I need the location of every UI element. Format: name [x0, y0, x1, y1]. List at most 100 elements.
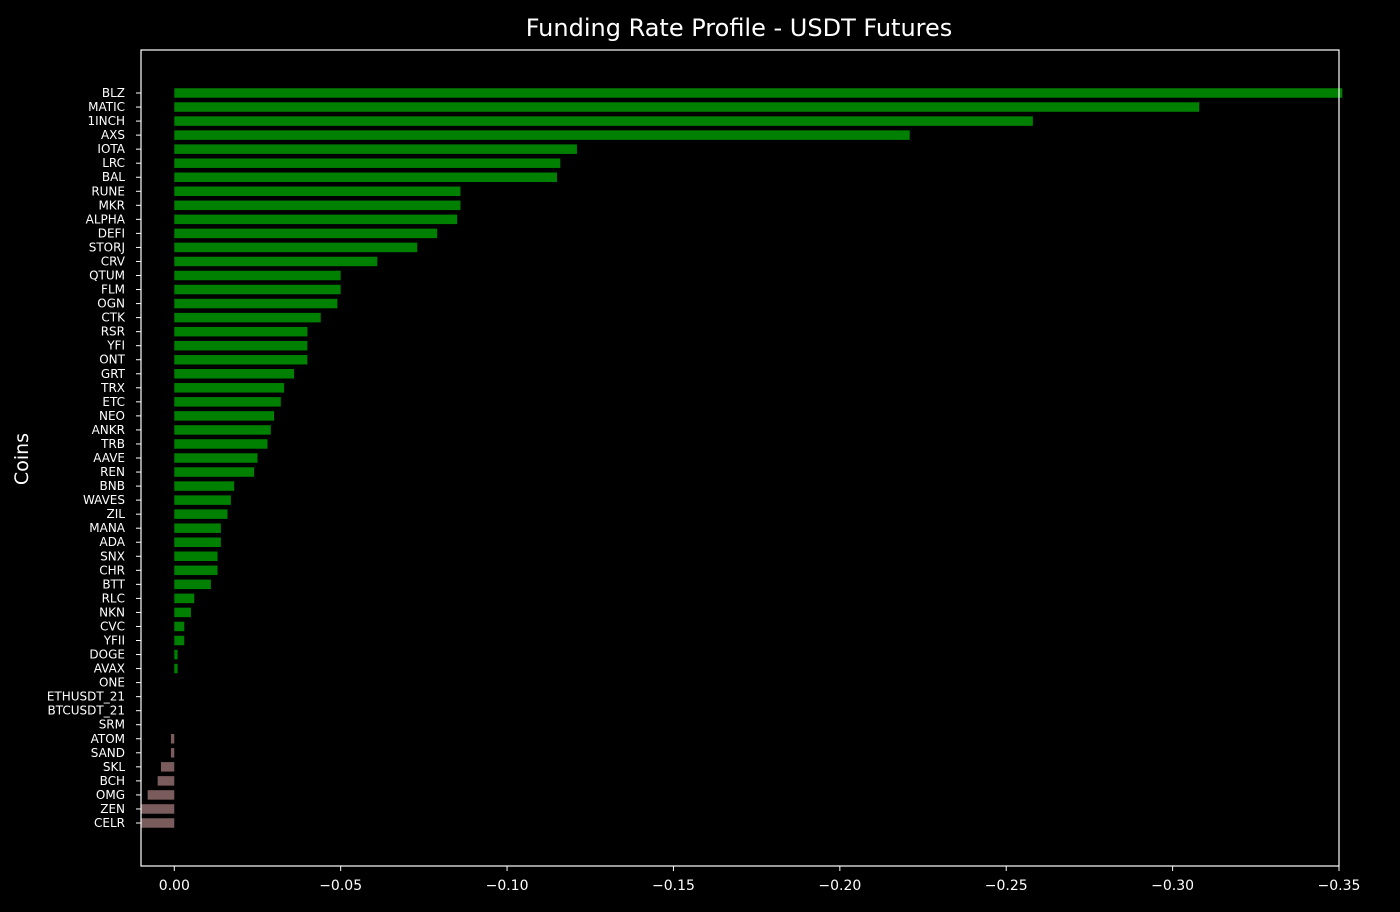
x-tick-label: −0.15 [652, 878, 695, 894]
category-label: ATOM [91, 732, 125, 746]
x-tick-label: −0.20 [818, 878, 861, 894]
bar-atom [170, 734, 175, 744]
bar-waves [174, 495, 231, 505]
x-tick-label: −0.05 [319, 878, 362, 894]
bar-crv [174, 256, 378, 267]
category-label: STORJ [89, 240, 125, 254]
bar-ren [174, 467, 255, 477]
bar-zil [174, 509, 228, 519]
x-tick-label: −0.25 [985, 878, 1028, 894]
bar-ankr [174, 425, 271, 435]
bar-rsr [174, 326, 308, 337]
category-label: SRM [99, 718, 125, 732]
category-label: NEO [99, 409, 125, 423]
bar-defi [174, 228, 438, 239]
bar-zen [141, 804, 175, 814]
category-label: ONT [99, 353, 125, 367]
bar-celr [141, 818, 175, 828]
bar-blz [174, 88, 1343, 98]
category-label: AVAX [94, 662, 125, 676]
category-label: SAND [91, 746, 125, 760]
bar-cvc [174, 621, 185, 632]
category-label: YFI [106, 339, 125, 353]
category-label: SNX [100, 549, 125, 563]
category-label: IOTA [97, 142, 125, 156]
bar-axs [174, 130, 910, 140]
bar-matic [174, 102, 1200, 112]
bar-storj [174, 242, 418, 253]
bar-doge [174, 649, 178, 660]
category-label: AAVE [93, 451, 125, 465]
category-label: BTT [102, 577, 125, 591]
category-label: LRC [102, 156, 125, 170]
category-label: SKL [103, 760, 125, 774]
category-label: RLC [102, 591, 125, 605]
x-axis-ticks: 0.00 −0.05 −0.10 −0.15 −0.20 −0.25 −0.30 −0.35 [159, 866, 1361, 894]
category-label: ETHUSDT_21 [47, 690, 125, 704]
bar-mana [174, 523, 221, 533]
bar-bnb [174, 481, 235, 491]
bar-ogn [174, 298, 338, 309]
category-label: CTK [101, 311, 126, 325]
bar-neo [174, 411, 275, 421]
category-label: BNB [100, 479, 125, 493]
bar-ont [174, 354, 308, 365]
category-label: ZIL [107, 507, 126, 521]
bar-bch [157, 776, 175, 786]
bars-group [141, 88, 1343, 828]
category-label: DOGE [89, 648, 125, 662]
bar-mkr [174, 200, 461, 211]
bar-nkn [174, 607, 191, 618]
bar-yfi [174, 340, 308, 351]
category-label: ANKR [92, 423, 125, 437]
category-label: AXS [101, 128, 125, 142]
bar-skl [160, 762, 175, 772]
bar-ada [174, 537, 221, 547]
bar-sand [170, 748, 175, 758]
bar-iota [174, 144, 577, 154]
category-label: YFII [103, 634, 125, 648]
category-label: CVC [100, 619, 125, 633]
bar-etc [174, 397, 281, 407]
category-label: BAL [102, 170, 125, 184]
category-label: CHR [99, 563, 125, 577]
category-label: CELR [94, 816, 125, 830]
x-tick-label: −0.30 [1151, 878, 1194, 894]
category-label: GRT [101, 367, 126, 381]
x-tick-label: −0.35 [1318, 878, 1361, 894]
chart-title: Funding Rate Profile - USDT Futures [526, 14, 953, 42]
bar-trb [174, 439, 268, 449]
category-label: ZEN [100, 802, 125, 816]
category-label: FLM [101, 283, 125, 297]
bar-grt [174, 369, 295, 379]
x-tick-label: −0.10 [486, 878, 529, 894]
bar-chr [174, 565, 218, 576]
category-label: NKN [99, 605, 125, 619]
axes-frame [140, 49, 1340, 867]
category-label: CRV [101, 254, 126, 268]
category-label: BTCUSDT_21 [48, 704, 125, 718]
category-label: DEFI [98, 226, 125, 240]
category-label: ONE [99, 676, 125, 690]
category-label: ETC [102, 395, 125, 409]
category-label: REN [100, 465, 125, 479]
bar-rune [174, 186, 461, 197]
category-label: WAVES [83, 493, 125, 507]
bar-avax [174, 663, 178, 674]
bar-rlc [174, 593, 195, 604]
bar-omg [147, 790, 175, 800]
bar-lrc [174, 158, 561, 168]
bar-yfii [174, 635, 185, 646]
category-label: ADA [100, 535, 126, 549]
category-label: MKR [98, 198, 125, 212]
bar-ctk [174, 312, 321, 323]
category-labels: BLZMATIC1INCHAXSIOTALRCBALRUNEMKRALPHADE… [47, 86, 141, 830]
category-label: RUNE [91, 184, 125, 198]
bar-trx [174, 383, 285, 393]
category-label: RSR [101, 325, 125, 339]
bar-bal [174, 172, 557, 182]
category-label: BLZ [102, 86, 125, 100]
bar-alpha [174, 214, 458, 225]
bar-flm [174, 284, 341, 295]
